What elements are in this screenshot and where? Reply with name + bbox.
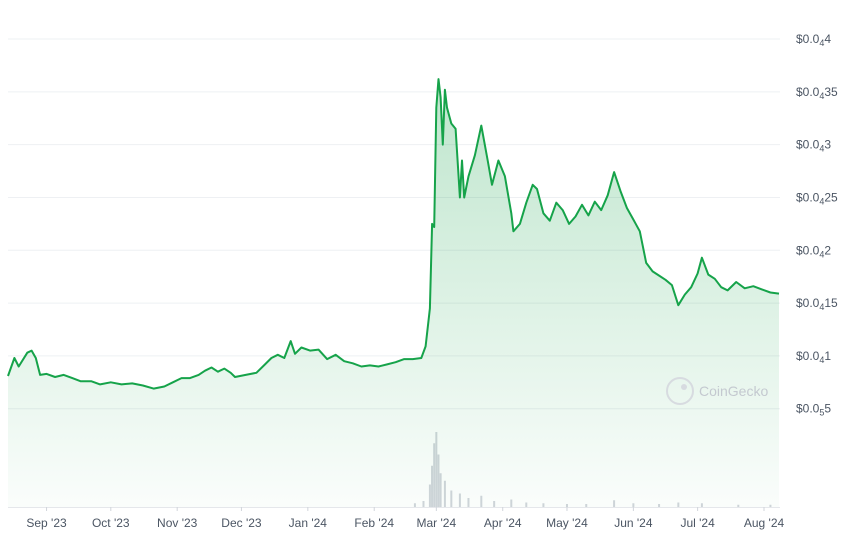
x-tick-label: Jul '24 bbox=[680, 516, 715, 530]
y-tick-label: $0.044 bbox=[796, 32, 831, 48]
x-tick-label: Apr '24 bbox=[484, 516, 522, 530]
price-line bbox=[7, 78, 780, 390]
x-tick-label: Oct '23 bbox=[92, 516, 130, 530]
gecko-logo-icon bbox=[666, 377, 694, 405]
y-tick-label: $0.0425 bbox=[796, 190, 838, 206]
y-tick-label: $0.0415 bbox=[796, 296, 838, 312]
x-tick-label: Sep '23 bbox=[26, 516, 67, 530]
y-tick-label: $0.041 bbox=[796, 349, 831, 365]
price-area bbox=[8, 79, 779, 507]
x-tick-label: Dec '23 bbox=[221, 516, 262, 530]
y-tick-label: $0.042 bbox=[796, 243, 831, 259]
x-tick-label: Aug '24 bbox=[744, 516, 785, 530]
grid-lines bbox=[8, 38, 780, 508]
y-tick-label: $0.0435 bbox=[796, 85, 838, 101]
y-axis: $0.055 $0.041 $0.0415 $0.042 $0.0425 $0.043 $0… bbox=[796, 32, 838, 418]
x-tick-label: Feb '24 bbox=[354, 516, 394, 530]
y-tick-label: $0.043 bbox=[796, 138, 831, 154]
x-axis: Sep '23 Oct '23 Nov '23 Dec '23 Jan '24 Feb '… bbox=[26, 507, 784, 530]
x-tick-label: May '24 bbox=[546, 516, 588, 530]
x-tick-label: Jan '24 bbox=[289, 516, 328, 530]
x-tick-label: Jun '24 bbox=[614, 516, 653, 530]
coingecko-watermark: CoinGecko bbox=[666, 377, 768, 405]
watermark-text: CoinGecko bbox=[699, 383, 768, 399]
x-tick-label: Nov '23 bbox=[157, 516, 198, 530]
y-tick-label: $0.055 bbox=[796, 402, 831, 418]
x-tick-label: Mar '24 bbox=[417, 516, 457, 530]
gecko-logo-eye bbox=[681, 384, 687, 390]
